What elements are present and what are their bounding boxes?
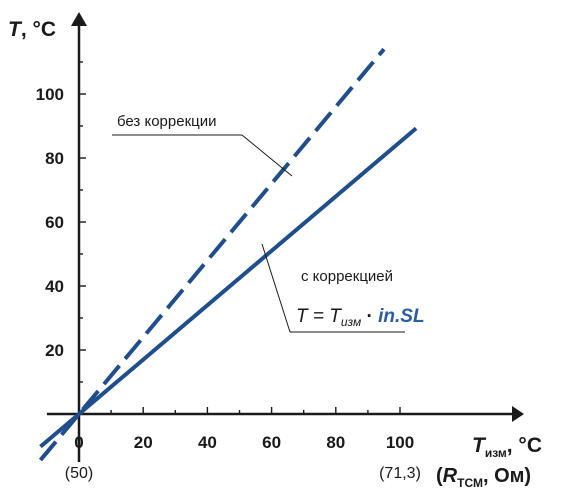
y-axis-arrow xyxy=(71,12,87,26)
annotation-without-correction: без коррекции xyxy=(117,113,217,130)
y-tick-label: 20 xyxy=(45,341,64,360)
annotation-with-correction: с коррекцией xyxy=(301,268,393,285)
x-tick-label: 40 xyxy=(198,433,217,452)
y-tick-label: 100 xyxy=(36,85,64,104)
annotation-formula: T = Tизм · in.SL xyxy=(296,306,425,329)
series-line-with-correction xyxy=(39,126,418,449)
y-tick-label: 40 xyxy=(45,277,64,296)
x-tick-label: 100 xyxy=(386,433,414,452)
y-tick-label: 80 xyxy=(45,149,64,168)
leader-line-without-correction-diag xyxy=(241,134,293,177)
x-tick-label: 80 xyxy=(326,433,345,452)
y-tick-label: 60 xyxy=(45,213,64,232)
x-axis-arrow xyxy=(512,406,524,422)
x-axis-label-secondary: (RТСМ, Ом) xyxy=(436,465,531,490)
x-sub-label: (50) xyxy=(65,465,93,482)
x-sub-label: (71,3) xyxy=(379,465,421,482)
y-axis-label: T, °C xyxy=(8,18,56,41)
x-tick-label: 20 xyxy=(134,433,153,452)
leader-line-with-correction-diag xyxy=(261,243,291,333)
x-axis-label: Tизм, °C xyxy=(472,434,542,460)
x-tick-label: 60 xyxy=(262,433,281,452)
series-line-without-correction xyxy=(38,47,386,462)
